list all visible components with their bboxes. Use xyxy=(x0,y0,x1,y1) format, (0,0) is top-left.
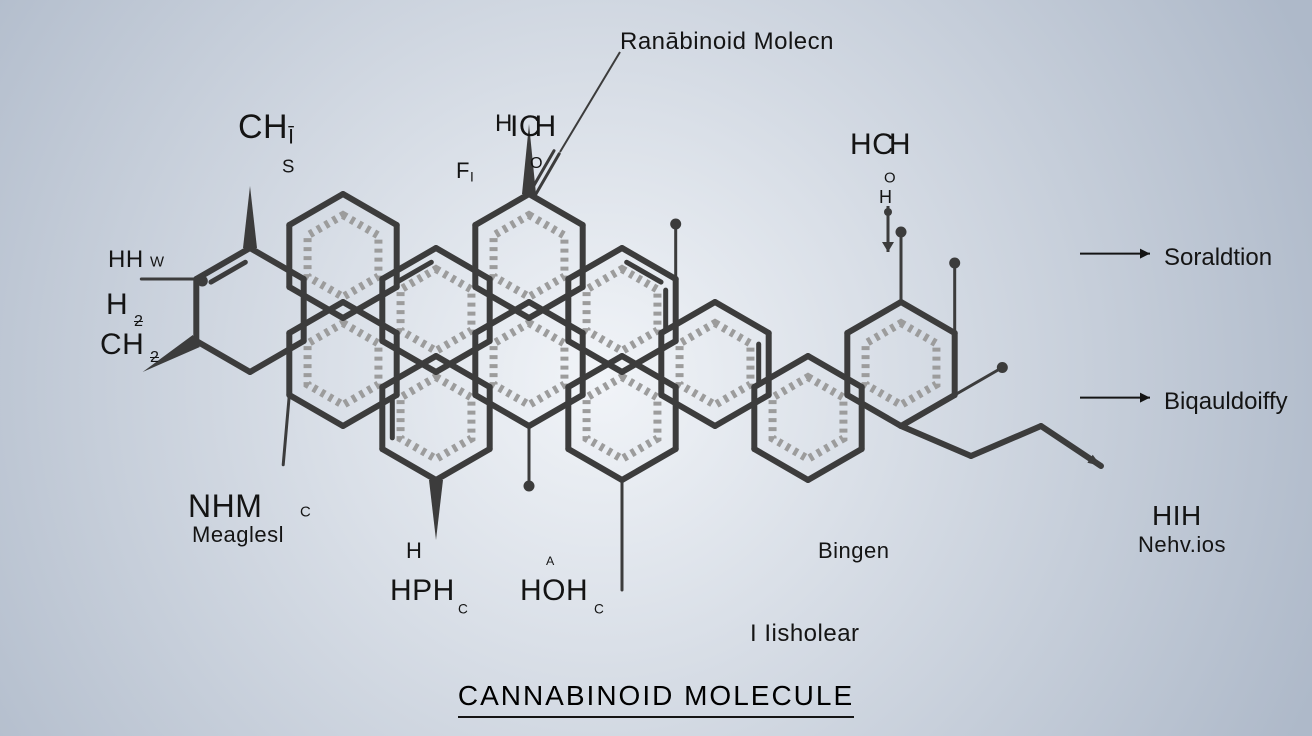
lbl-fi: FI xyxy=(456,160,474,184)
lbl-hch: HCH xyxy=(850,130,911,160)
lbl-ich-h: H xyxy=(495,112,513,136)
lbl-hch-o: O xyxy=(884,160,896,187)
lbl-ich: ICH xyxy=(510,112,557,142)
lbl-chi: CHĪ xyxy=(238,110,294,147)
lbl-bingen: Bingen xyxy=(818,540,890,562)
arr-sorald: Soraldtion xyxy=(1164,244,1272,272)
lbl-hoh: HOH xyxy=(520,576,588,606)
diagram-canvas: CANNABINOID MOLECULE Ranābinoid Molecn So… xyxy=(0,0,1312,736)
diagram-title-text: CANNABINOID MOLECULE xyxy=(458,680,854,718)
lbl-nehv: Nehv.ios xyxy=(1138,534,1226,556)
lbl-22b: 2 xyxy=(150,336,159,365)
diagram-title: CANNABINOID MOLECULE xyxy=(0,680,1312,718)
lbl-22: 2 xyxy=(134,300,143,329)
lbl-iish: I Iisholear xyxy=(750,622,860,646)
lbl-nhm: NHM xyxy=(188,490,262,522)
lbl-hh: HH xyxy=(108,248,144,272)
lbl-ch2: CH xyxy=(100,330,144,360)
lbl-hoh-c: C xyxy=(594,592,604,616)
lbl-a: A xyxy=(546,546,554,568)
lbl-hch-h: H xyxy=(879,188,893,206)
arr-bigq: Biqauldoiffy xyxy=(1164,388,1288,416)
lbl-c1: C xyxy=(300,494,311,521)
lbl-hph: HPH xyxy=(390,576,455,606)
lbl-hph-c: C xyxy=(458,592,468,616)
lbl-s: S xyxy=(282,144,294,176)
lbl-h2: H xyxy=(106,290,128,320)
lbl-ich-o: O xyxy=(530,142,543,171)
lbl-hih: HIH xyxy=(1152,502,1202,530)
lbl-meag: Meaglesl xyxy=(192,524,284,546)
lbl-w: W xyxy=(150,244,164,271)
lbl-h-b: H xyxy=(406,540,422,562)
ptr-top: Ranābinoid Molecn xyxy=(620,30,834,54)
molecule-svg xyxy=(0,0,1312,736)
